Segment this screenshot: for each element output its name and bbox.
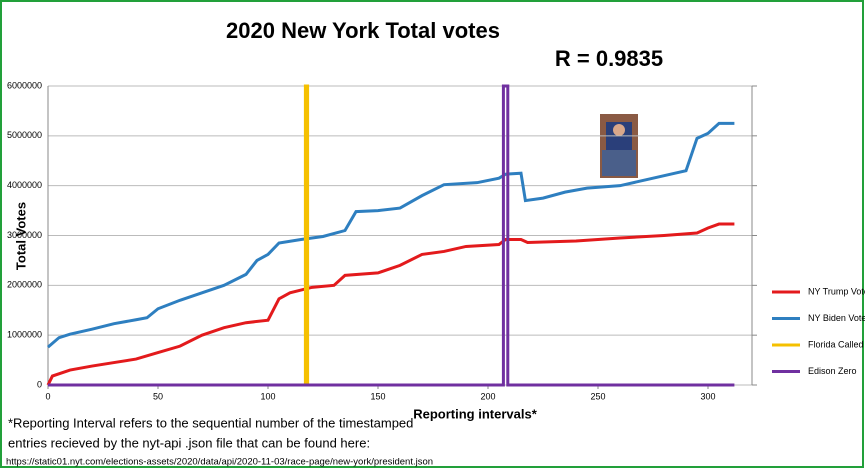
- y-tick-label: 3000000: [7, 230, 42, 240]
- legend-label: Florida Called: [808, 339, 864, 349]
- y-tick-label: 5000000: [7, 130, 42, 140]
- x-tick-label: 50: [153, 391, 163, 401]
- chart-title: 2020 New York Total votes: [226, 18, 500, 43]
- x-tick-label: 250: [590, 391, 605, 401]
- x-tick-label: 0: [45, 391, 50, 401]
- legend-label: Edison Zero: [808, 366, 857, 376]
- x-axis-label: Reporting intervals*: [413, 406, 537, 421]
- series-line: [48, 84, 735, 387]
- y-tick-label: 2000000: [7, 280, 42, 290]
- y-tick-label: 4000000: [7, 180, 42, 190]
- legend-label: NY Biden Votes: [808, 313, 865, 323]
- footnote: *Reporting Interval refers to the sequen…: [8, 415, 413, 430]
- x-tick-label: 200: [480, 391, 495, 401]
- photo: [600, 114, 638, 178]
- series-line: [47, 121, 735, 349]
- series-line: [303, 84, 310, 385]
- y-tick-label: 6000000: [7, 80, 42, 90]
- x-tick-label: 100: [260, 391, 275, 401]
- x-tick-label: 300: [700, 391, 715, 401]
- footnote: https://static01.nyt.com/elections-asset…: [6, 457, 433, 468]
- y-axis-label: Total Votes: [13, 202, 28, 270]
- y-tick-label: 1000000: [7, 330, 42, 340]
- y-tick-label: 0: [37, 379, 42, 389]
- footnote: entries recieved by the nyt-api .json fi…: [8, 435, 370, 450]
- series-line: [46, 222, 735, 386]
- legend-label: NY Trump Votes: [808, 286, 865, 296]
- x-tick-label: 150: [370, 391, 385, 401]
- annotation: R = 0.9835: [555, 46, 663, 71]
